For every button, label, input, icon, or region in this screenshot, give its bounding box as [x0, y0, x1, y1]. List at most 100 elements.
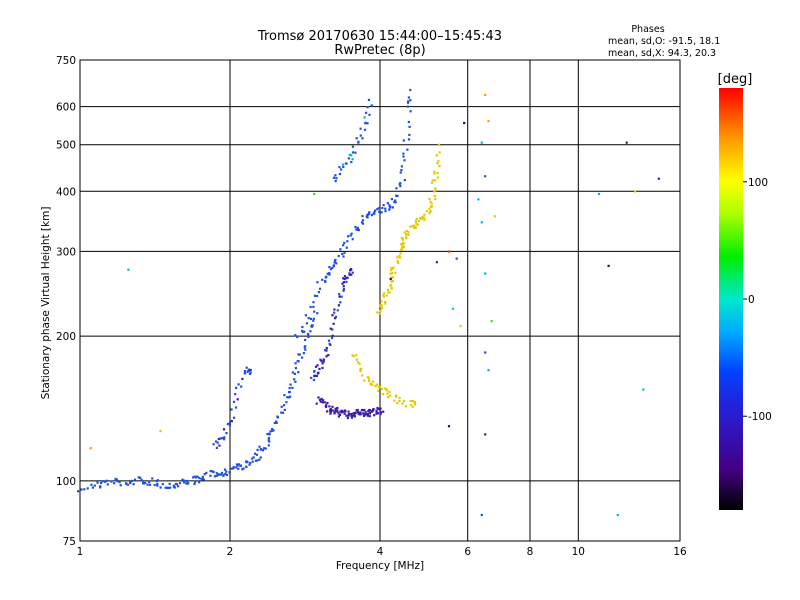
echo-point: [487, 120, 490, 123]
echo-point: [329, 410, 332, 413]
echo-point: [166, 486, 169, 489]
echo-point: [356, 226, 360, 229]
echo-point: [314, 365, 318, 368]
echo-point: [376, 311, 379, 314]
echo-point: [315, 294, 319, 298]
echo-point: [351, 158, 354, 161]
echo-point: [394, 199, 397, 202]
echo-point: [254, 459, 257, 462]
echo-point: [363, 413, 366, 416]
echo-point: [380, 304, 383, 307]
echo-point: [326, 272, 329, 275]
y-axis: 75 100 200 300 400 500 600 750: [56, 55, 76, 548]
echo-point: [425, 210, 428, 213]
echo-point: [350, 161, 353, 164]
echo-point: [344, 162, 347, 165]
echo-point: [447, 425, 451, 428]
echo-point: [436, 172, 439, 175]
echo-point: [385, 389, 389, 392]
echo-point: [228, 471, 231, 474]
echo-point: [368, 212, 371, 215]
echo-point: [357, 140, 360, 143]
echo-point: [110, 480, 113, 483]
echo-point: [89, 447, 92, 450]
echo-point: [221, 437, 224, 440]
echo-point: [93, 484, 96, 487]
echo-point: [288, 387, 291, 390]
echo-point: [359, 134, 362, 137]
echo-point: [331, 334, 334, 337]
echo-point: [385, 294, 388, 297]
echo-point: [390, 276, 393, 279]
echo-point: [355, 358, 359, 361]
echo-point: [267, 436, 271, 440]
echo-point: [407, 100, 410, 103]
echo-point: [484, 351, 487, 354]
echo-point: [328, 409, 332, 412]
echo-point: [366, 106, 369, 109]
echo-point: [126, 483, 129, 486]
echo-point: [222, 428, 226, 431]
y-tick-label: 75: [63, 536, 76, 548]
echo-point: [285, 401, 288, 404]
y-tick-label: 400: [56, 186, 76, 198]
echo-point: [434, 189, 437, 192]
echo-point: [343, 251, 346, 254]
echo-point: [301, 325, 304, 329]
echo-point: [416, 223, 419, 226]
echo-point: [348, 272, 351, 275]
echo-point: [156, 483, 159, 486]
echo-point: [347, 413, 350, 416]
echo-point: [275, 420, 278, 423]
echo-point: [657, 177, 660, 180]
echo-point: [402, 242, 405, 245]
echo-point: [366, 213, 369, 216]
echo-point: [447, 250, 451, 253]
echo-point: [375, 412, 378, 415]
echo-point: [341, 282, 344, 285]
echo-point: [342, 244, 345, 247]
echo-point: [490, 320, 493, 323]
echo-point: [634, 190, 637, 193]
echo-point: [351, 145, 354, 148]
echo-point: [403, 179, 406, 182]
echo-point: [359, 127, 362, 130]
echo-point: [291, 386, 294, 389]
echo-point: [369, 409, 372, 412]
echo-point: [351, 354, 354, 357]
echo-point: [367, 98, 371, 101]
echo-point: [333, 308, 336, 311]
echo-point: [428, 207, 431, 210]
echo-point: [368, 412, 371, 415]
echo-point: [101, 480, 104, 483]
echo-point: [401, 402, 404, 405]
echo-point: [616, 513, 619, 517]
echo-point: [394, 271, 397, 274]
chart-title: Tromsø 20170630 15:44:00–15:45:43: [257, 29, 502, 44]
echo-point: [252, 456, 255, 459]
echo-point: [383, 292, 386, 295]
echo-point: [159, 430, 162, 433]
echo-point: [403, 159, 406, 162]
x-axis: 1 2 4 6 8 10 16: [77, 546, 687, 558]
echo-point: [288, 390, 291, 394]
echo-point: [334, 180, 337, 183]
echo-point: [379, 304, 382, 307]
echo-point: [212, 470, 215, 474]
echo-point: [363, 408, 366, 412]
echo-point: [378, 312, 381, 315]
echo-point: [392, 266, 395, 269]
echo-point: [212, 443, 215, 446]
echo-point: [393, 201, 396, 204]
echo-point: [222, 473, 225, 476]
echo-point: [396, 260, 399, 263]
echo-point: [312, 305, 315, 308]
echo-point: [367, 379, 371, 382]
echo-point: [343, 277, 346, 281]
echo-point: [393, 399, 396, 402]
echo-point: [358, 362, 361, 365]
echo-point: [390, 280, 393, 283]
echo-point: [332, 265, 335, 268]
echo-point: [91, 486, 94, 489]
